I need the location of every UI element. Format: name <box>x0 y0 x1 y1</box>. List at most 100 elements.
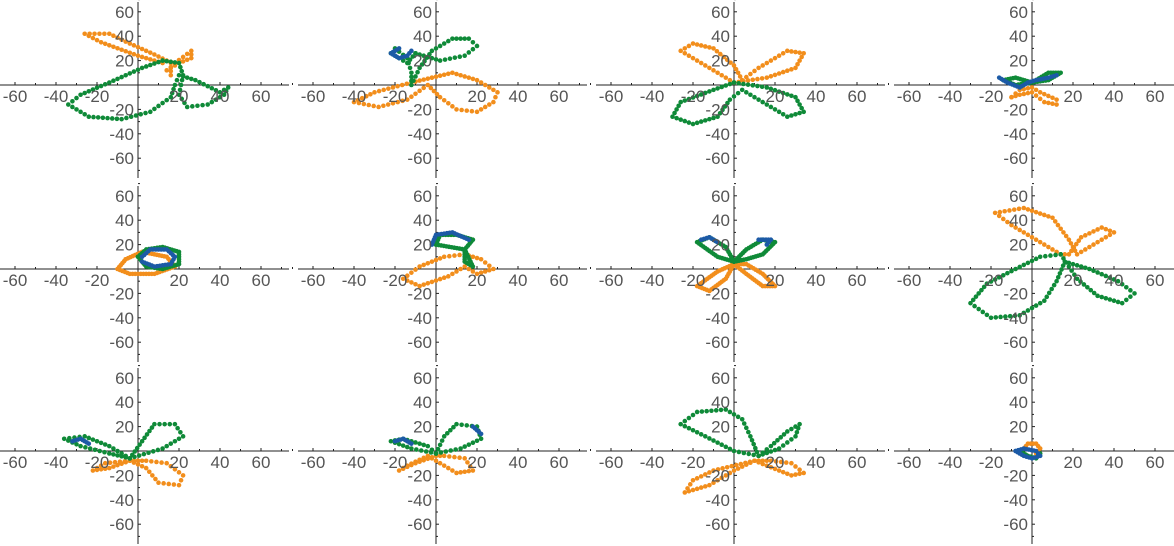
data-point <box>1029 234 1035 240</box>
data-point <box>86 435 92 441</box>
data-point <box>82 31 87 37</box>
data-point <box>434 91 440 97</box>
data-point <box>437 460 443 466</box>
x-tick-label: 20 <box>766 453 785 472</box>
data-point <box>100 115 106 121</box>
data-point <box>1099 225 1104 230</box>
y-tick-label: -40 <box>705 491 730 510</box>
data-point <box>429 279 435 285</box>
data-point <box>1025 207 1031 212</box>
data-point <box>760 99 765 105</box>
data-point <box>152 421 157 427</box>
x-tick-label: 60 <box>550 271 569 290</box>
y-tick-label: -40 <box>109 125 134 144</box>
data-point <box>86 441 92 446</box>
data-point <box>707 45 712 50</box>
data-point <box>746 429 751 435</box>
data-point <box>141 451 147 457</box>
data-point <box>750 83 756 88</box>
data-point <box>736 449 742 455</box>
data-point <box>785 68 790 74</box>
data-point <box>168 94 174 100</box>
data-point <box>698 43 704 48</box>
x-tick-label: 20 <box>170 453 189 472</box>
plot-panel-1: -60 -40 -20 20 40 60 60 40 20 -20 -40 -60 <box>0 0 293 180</box>
data-point <box>1042 298 1047 304</box>
x-tick-label: -40 <box>938 87 963 106</box>
y-tick-label: 20 <box>1009 236 1028 255</box>
data-point <box>1016 206 1022 212</box>
data-point <box>739 416 745 422</box>
data-point <box>1025 90 1031 96</box>
data-point <box>462 456 467 461</box>
data-point <box>162 421 167 427</box>
data-point <box>984 312 990 318</box>
data-point <box>1033 237 1039 243</box>
data-point <box>687 482 693 487</box>
data-point <box>201 81 206 87</box>
data-point <box>1069 268 1074 273</box>
data-point <box>98 463 104 468</box>
data-point <box>193 77 198 83</box>
data-point <box>1055 222 1061 228</box>
data-point <box>1009 268 1014 274</box>
data-point <box>491 99 496 105</box>
data-point <box>448 427 453 433</box>
data-point <box>764 447 770 452</box>
data-point <box>102 41 108 47</box>
data-point <box>452 454 457 460</box>
data-point <box>111 446 116 451</box>
data-point <box>442 57 448 62</box>
data-point <box>168 463 174 469</box>
data-point <box>980 309 986 315</box>
data-point <box>168 64 174 70</box>
data-point <box>1085 285 1090 290</box>
data-point <box>1095 239 1100 245</box>
y-tick-label: -40 <box>407 309 432 328</box>
data-point <box>780 50 786 56</box>
data-point <box>715 440 720 445</box>
data-point <box>760 63 765 68</box>
data-point <box>453 447 458 452</box>
data-point <box>1083 247 1088 252</box>
data-point <box>1074 263 1080 268</box>
data-point <box>409 270 414 275</box>
data-point <box>189 55 194 61</box>
data-point <box>149 425 155 430</box>
data-point <box>772 55 778 61</box>
data-point <box>720 107 725 113</box>
data-point <box>1007 208 1012 213</box>
data-point <box>148 50 153 55</box>
data-point <box>433 74 439 80</box>
data-point <box>433 451 439 456</box>
data-point <box>727 470 733 476</box>
data-point <box>458 266 463 272</box>
y-tick-label: 40 <box>1009 27 1028 46</box>
data-point <box>409 70 414 76</box>
x-tick-label: -20 <box>979 87 1004 106</box>
data-point <box>1033 303 1039 308</box>
data-point <box>744 74 749 80</box>
data-point <box>719 72 724 78</box>
data-point <box>1091 242 1096 247</box>
data-point <box>450 271 455 277</box>
data-point <box>1017 92 1022 98</box>
data-point <box>422 58 427 64</box>
data-point <box>148 62 153 68</box>
x-tick-label: -40 <box>44 271 69 290</box>
data-point <box>703 44 708 49</box>
data-point <box>789 49 794 54</box>
data-point <box>703 434 708 439</box>
data-point <box>433 278 439 283</box>
data-point <box>690 55 696 61</box>
data-point <box>1066 264 1072 269</box>
data-point <box>478 256 484 262</box>
data-point <box>128 114 134 120</box>
data-point <box>1037 90 1043 95</box>
data-point <box>717 111 723 116</box>
x-tick-label: -40 <box>44 87 69 106</box>
data-point <box>135 462 141 467</box>
data-point <box>448 448 454 453</box>
data-point <box>698 60 704 66</box>
y-tick-label: -40 <box>1003 309 1028 328</box>
